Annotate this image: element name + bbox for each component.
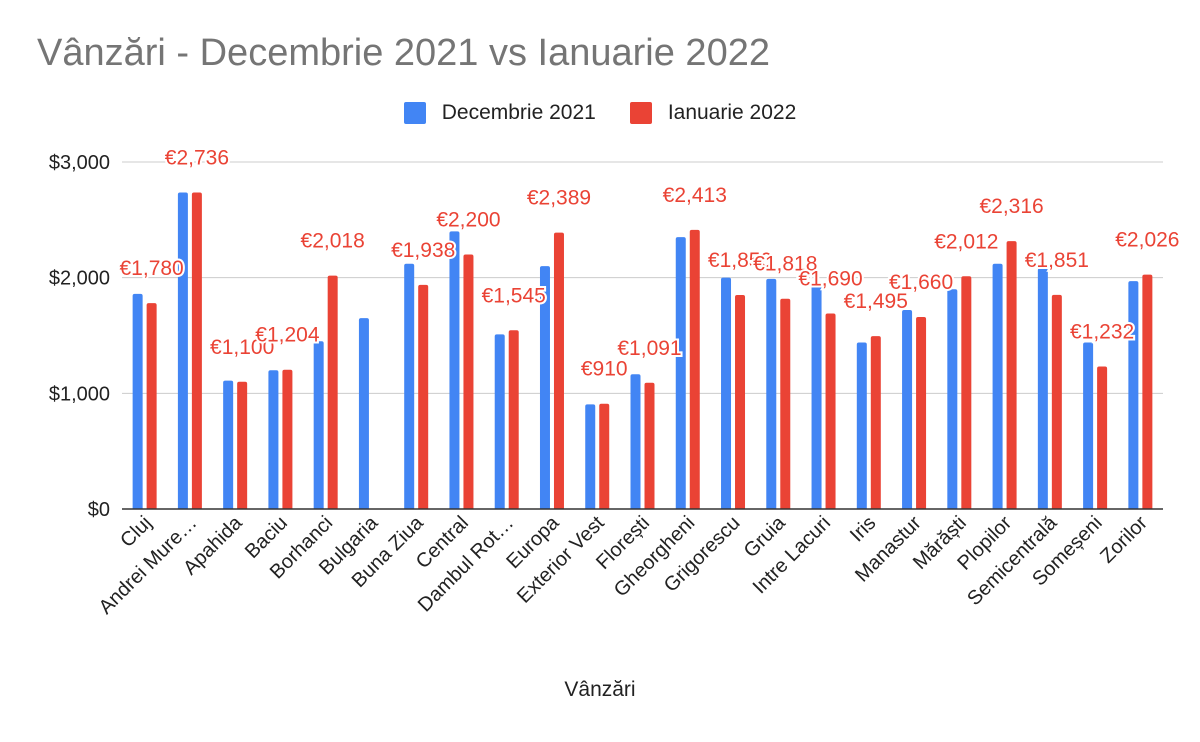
data-label-ian-2: €1,100 xyxy=(210,336,274,359)
bar-ian-20 xyxy=(1051,294,1062,509)
data-label-ian-9: €2,389 xyxy=(527,187,591,210)
data-label-ian-22: €2,026 xyxy=(1115,229,1179,252)
data-label-ian-17: €1,660 xyxy=(889,271,953,294)
bar-ian-19 xyxy=(1006,241,1017,509)
legend-label-series-2: Ianuarie 2022 xyxy=(667,101,797,124)
y-tick-label-3: $3,000 xyxy=(49,152,110,174)
bar-dec-12 xyxy=(675,237,686,509)
legend-label-series-1: Decembrie 2021 xyxy=(441,101,596,124)
chart-legend: Decembrie 2021 Ianuarie 2022 xyxy=(0,99,1200,127)
bar-dec-10 xyxy=(585,404,596,509)
data-label-ian-1: €2,736 xyxy=(165,147,229,170)
data-label-ian-16: €1,495 xyxy=(844,290,908,313)
bar-dec-13 xyxy=(721,277,732,509)
bar-dec-8 xyxy=(494,334,505,509)
bar-ian-17 xyxy=(916,316,927,509)
data-label-ian-10: €910 xyxy=(581,358,628,381)
bar-ian-15 xyxy=(825,313,836,509)
bar-ian-4 xyxy=(327,275,338,509)
bar-ian-21 xyxy=(1097,366,1108,509)
data-label-ian-15: €1,690 xyxy=(798,268,862,291)
bar-dec-7 xyxy=(449,231,460,509)
y-tick-label-0: $0 xyxy=(88,499,110,521)
legend-item-series-1[interactable]: Decembrie 2021 xyxy=(403,101,596,125)
data-label-ian-18: €2,012 xyxy=(934,230,998,253)
y-tick-label-2: $2,000 xyxy=(49,268,110,290)
bar-dec-1 xyxy=(177,192,188,509)
bar-ian-1 xyxy=(191,192,202,509)
data-label-ian-14: €1,818 xyxy=(753,253,817,276)
bar-ian-11 xyxy=(644,382,655,509)
data-label-ian-6: €1,938 xyxy=(391,239,455,262)
bar-dec-6 xyxy=(404,263,415,509)
bar-dec-0 xyxy=(132,293,143,509)
legend-swatch-series-1 xyxy=(403,102,426,124)
bar-ian-7 xyxy=(463,254,474,509)
data-label-ian-0: €1,780 xyxy=(120,257,184,280)
bar-dec-18 xyxy=(947,289,958,509)
bar-ian-10 xyxy=(599,403,610,509)
bar-dec-15 xyxy=(811,285,822,509)
x-tick-label-0: Cluj xyxy=(116,512,156,552)
bar-ian-9 xyxy=(553,232,564,509)
bar-ian-6 xyxy=(418,284,429,509)
x-tick-label-22: Zorilor xyxy=(1096,512,1152,568)
bar-ian-8 xyxy=(508,330,519,509)
data-label-ian-21: €1,232 xyxy=(1070,320,1134,343)
bar-dec-11 xyxy=(630,374,641,509)
bar-ian-16 xyxy=(870,336,881,509)
bar-ian-12 xyxy=(689,229,700,509)
data-label-ian-7: €2,200 xyxy=(436,209,500,232)
bar-dec-16 xyxy=(856,342,867,509)
bar-dec-3 xyxy=(268,370,279,509)
data-label-ian-13: €1,850 xyxy=(708,249,772,272)
legend-swatch-series-2 xyxy=(629,102,652,124)
y-tick-label-1: $1,000 xyxy=(49,383,110,405)
chart-title: Vânzări - Decembrie 2021 vs Ianuarie 202… xyxy=(37,32,770,74)
bar-ian-3 xyxy=(282,369,293,509)
x-axis-title: Vânzări xyxy=(564,678,636,701)
bar-ian-2 xyxy=(237,381,248,509)
data-label-ian-12: €2,413 xyxy=(663,184,727,207)
data-label-ian-3: €1,204 xyxy=(255,324,320,347)
bar-dec-20 xyxy=(1037,268,1048,509)
x-tick-label-16: Iris xyxy=(846,512,880,546)
bar-dec-19 xyxy=(992,263,1003,509)
data-label-ian-8: €1,545 xyxy=(482,284,546,307)
bar-dec-5 xyxy=(358,318,369,509)
bar-ian-0 xyxy=(146,303,157,509)
data-label-ian-4: €2,018 xyxy=(301,230,365,253)
bar-ian-14 xyxy=(780,298,791,509)
bar-ian-13 xyxy=(735,295,746,509)
bar-dec-21 xyxy=(1083,342,1094,509)
legend-item-series-2[interactable]: Ianuarie 2022 xyxy=(629,101,797,125)
data-label-ian-20: €1,851 xyxy=(1025,249,1089,272)
bar-dec-9 xyxy=(539,266,550,509)
bar-dec-4 xyxy=(313,341,324,509)
bar-ian-18 xyxy=(961,276,972,509)
bar-dec-14 xyxy=(766,278,777,509)
bar-dec-17 xyxy=(902,310,913,509)
data-label-ian-19: €2,316 xyxy=(979,195,1043,218)
bar-ian-22 xyxy=(1142,274,1153,509)
data-label-ian-11: €1,091 xyxy=(617,337,681,360)
bar-dec-2 xyxy=(223,380,234,509)
bar-dec-22 xyxy=(1128,281,1139,509)
